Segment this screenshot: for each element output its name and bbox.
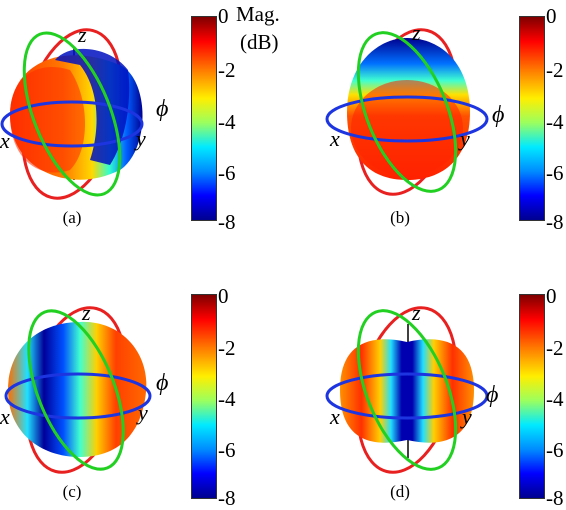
radiation-pattern-a: z x y ϕ (0, 22, 168, 200)
y-axis-label-d: y (460, 404, 472, 429)
cbar-d-tick-0: 0 (546, 284, 557, 308)
cbar-a-tick-2: -4 (218, 110, 236, 134)
radiation-pattern-c: z x y ϕ (0, 300, 168, 474)
y-axis-label-b: y (458, 126, 470, 151)
cbar-b-tick-3: -6 (546, 161, 564, 185)
phi-label-a: ϕ (156, 96, 168, 122)
z-axis-label-b: z (411, 20, 421, 45)
cbar-c-tick-3: -6 (218, 438, 236, 462)
cbar-b-tick-0: 0 (546, 4, 557, 28)
cbar-b-tick-1: -2 (546, 58, 564, 82)
radiation-pattern-b: z x y ϕ (325, 20, 504, 196)
phi-label-d: ϕ (486, 382, 498, 408)
colorbar-unit-line2: (dB) (240, 30, 279, 54)
cbar-c-tick-2: -4 (218, 387, 236, 411)
radiation-pattern-d: z x y ϕ (325, 300, 498, 474)
x-axis-label-d: x (329, 404, 340, 429)
z-axis-label-d: z (411, 300, 421, 325)
colorbar-a (191, 16, 217, 221)
pattern-panel-c: z x y ϕ (0, 292, 180, 474)
colorbar-unit-line1: Mag. (236, 2, 280, 26)
phi-label-b: ϕ (492, 102, 504, 128)
cbar-b-tick-4: -8 (546, 210, 564, 234)
caption-b: (b) (390, 208, 410, 227)
pattern-panel-b: z x y ϕ (322, 20, 512, 200)
x-axis-label-c: x (0, 404, 10, 429)
x-axis-label-a: x (0, 128, 10, 153)
cbar-b-tick-2: -4 (546, 110, 564, 134)
cbar-d-tick-1: -2 (546, 336, 564, 360)
cbar-c-tick-0: 0 (218, 284, 229, 308)
z-axis-label-a: z (77, 22, 87, 47)
pattern-panel-d: z x y ϕ (322, 292, 512, 474)
colorbar-b (519, 16, 545, 221)
colorbar-c (191, 294, 217, 499)
caption-a: (a) (62, 208, 82, 227)
y-axis-label-a: y (134, 126, 146, 151)
cbar-d-tick-3: -6 (546, 438, 564, 462)
cbar-d-tick-2: -4 (546, 387, 564, 411)
colorbar-d (519, 294, 545, 499)
caption-d: (d) (390, 482, 410, 501)
cbar-d-tick-4: -8 (546, 486, 564, 510)
cbar-a-tick-1: -2 (218, 58, 236, 82)
phi-label-c: ϕ (156, 370, 168, 396)
pattern-panel-a: z x y ϕ (0, 20, 170, 200)
cbar-a-tick-0: 0 (218, 4, 229, 28)
y-axis-label-c: y (136, 400, 148, 425)
z-axis-label-c: z (81, 300, 91, 325)
caption-c: (c) (62, 482, 82, 501)
cbar-a-tick-4: -8 (218, 210, 236, 234)
cbar-a-tick-3: -6 (218, 161, 236, 185)
cbar-c-tick-4: -8 (218, 486, 236, 510)
cbar-c-tick-1: -2 (218, 336, 236, 360)
x-axis-label-b: x (329, 126, 340, 151)
